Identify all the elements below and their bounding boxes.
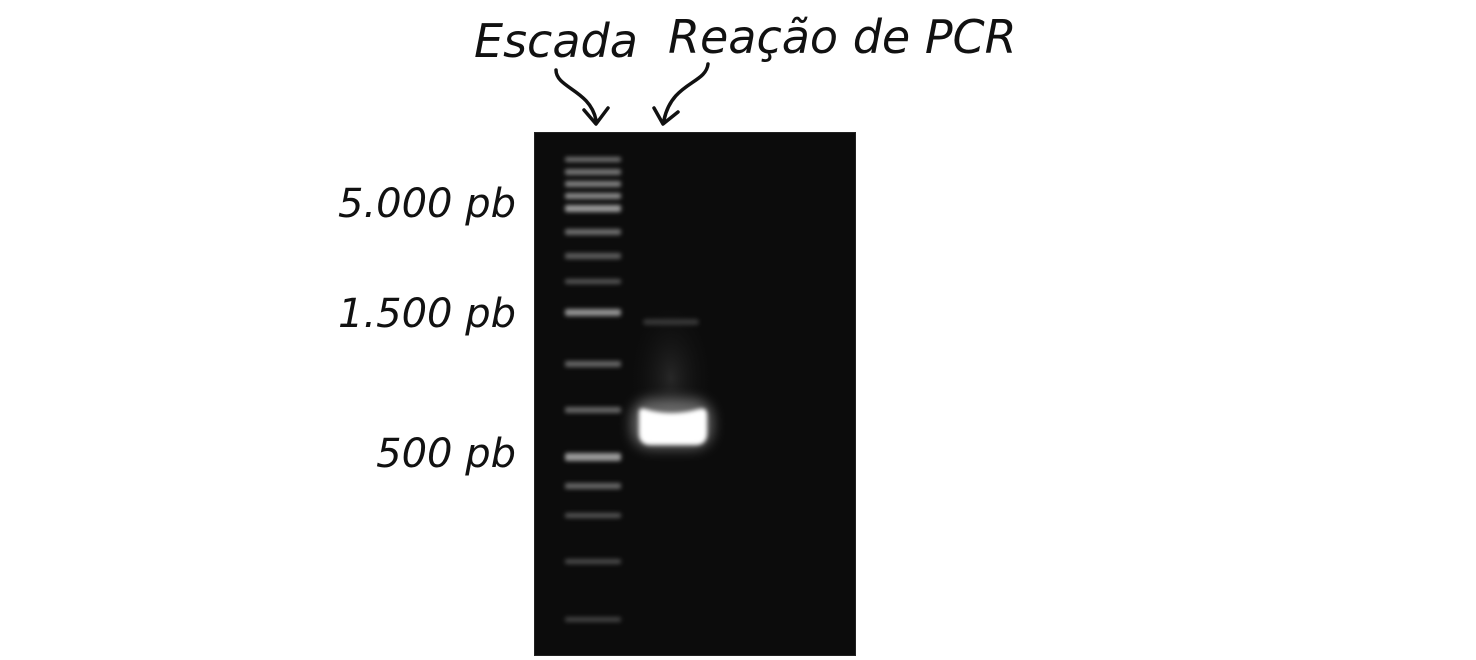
size-marker-500: 500 pb [376, 431, 516, 477]
ladder-band [565, 169, 621, 175]
ladder-arrow-icon [554, 68, 598, 122]
ladder-lane-label: Escada [474, 14, 638, 68]
size-marker-5000: 5.000 pb [337, 181, 516, 227]
ladder-band [565, 483, 621, 489]
ladder-band [565, 205, 621, 212]
pcr-lane [627, 298, 715, 458]
ladder-band [565, 253, 621, 259]
ladder-band [565, 407, 621, 413]
size-marker-1500: 1.500 pb [337, 291, 516, 337]
ladder-band [565, 361, 621, 367]
ladder-band [565, 617, 621, 622]
ladder-band [565, 229, 621, 235]
pcr-main-band [639, 408, 707, 445]
ladder-band [565, 453, 621, 461]
ladder-band [565, 279, 621, 284]
gel-image [534, 132, 856, 656]
gel-bands [565, 157, 715, 622]
ladder-arrowhead-icon [582, 106, 610, 126]
ladder-lane [565, 157, 621, 622]
ladder-band [565, 513, 621, 518]
ladder-band [565, 309, 621, 316]
pcr-arrowhead-icon [652, 106, 680, 126]
ladder-band [565, 193, 621, 199]
pcr-arrow-icon [662, 62, 710, 122]
ladder-band [565, 559, 621, 564]
pcr-lane-label: Reação de PCR [668, 10, 1017, 64]
ladder-band [565, 157, 621, 162]
ladder-band [565, 181, 621, 187]
pcr-faint-band [643, 319, 699, 325]
